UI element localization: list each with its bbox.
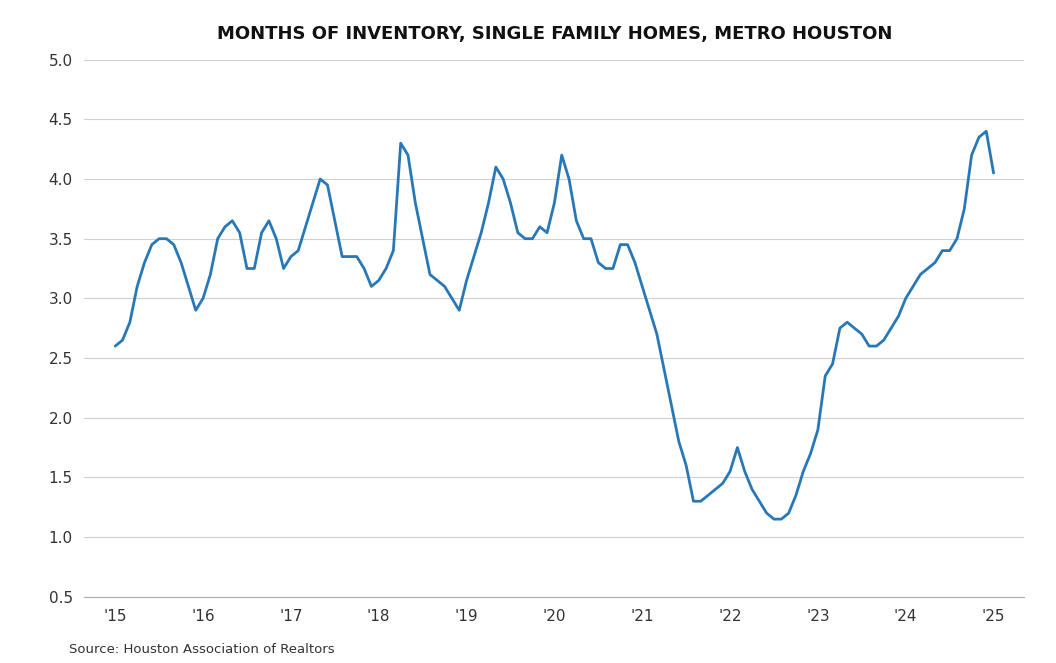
Title: MONTHS OF INVENTORY, SINGLE FAMILY HOMES, METRO HOUSTON: MONTHS OF INVENTORY, SINGLE FAMILY HOMES… (216, 25, 892, 43)
Text: Source: Houston Association of Realtors: Source: Houston Association of Realtors (69, 643, 335, 656)
